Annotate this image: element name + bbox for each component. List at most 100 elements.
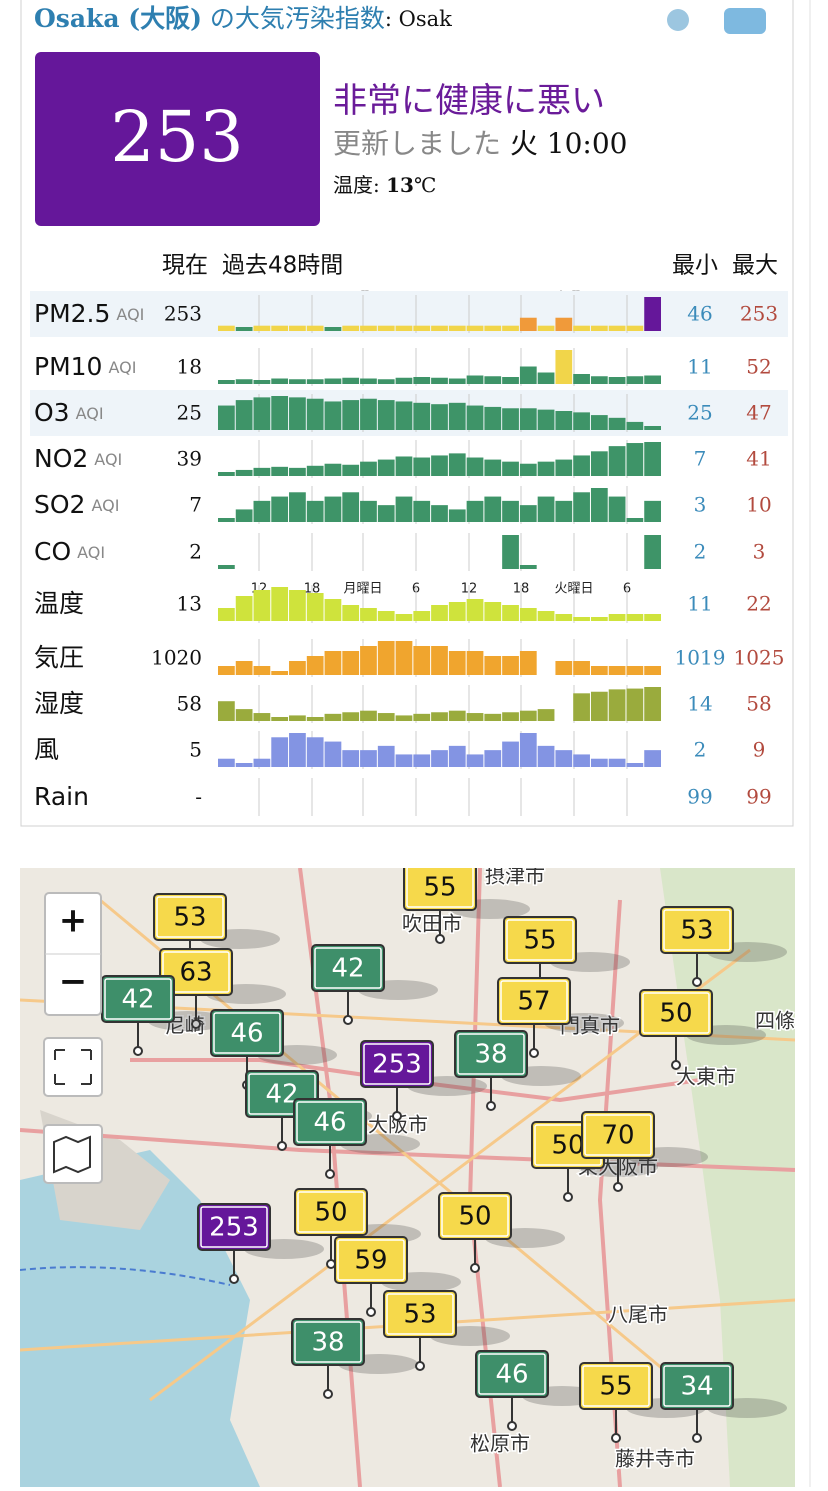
history-bar xyxy=(360,461,377,476)
station-marker[interactable]: 34 xyxy=(660,1362,787,1443)
history-bar xyxy=(324,463,342,476)
marker-dot xyxy=(133,1046,143,1056)
current-value: 5 xyxy=(189,738,202,762)
zoom-out[interactable]: − xyxy=(59,962,88,1002)
history-bar xyxy=(289,325,306,331)
history-bar xyxy=(235,509,253,522)
station-marker[interactable]: 38 xyxy=(454,1030,581,1111)
history-bar xyxy=(590,488,608,522)
history-bar xyxy=(235,400,253,430)
history-bar xyxy=(608,325,626,331)
marker-dot xyxy=(229,1274,239,1284)
history-bar xyxy=(573,455,590,476)
station-marker[interactable]: 253 xyxy=(197,1203,324,1284)
zoom-in[interactable]: + xyxy=(59,901,88,941)
station-marker[interactable]: 57 xyxy=(497,977,624,1058)
history-bar xyxy=(289,733,306,767)
marker-value: 63 xyxy=(179,958,212,988)
station-marker[interactable]: 253 xyxy=(360,1040,487,1121)
history-bar xyxy=(590,758,608,767)
station-marker[interactable]: 53 xyxy=(383,1290,510,1371)
marker-dot xyxy=(415,1361,425,1371)
marker-value: 46 xyxy=(495,1360,528,1390)
current-value: 13 xyxy=(177,592,202,616)
marker-dot xyxy=(343,1015,353,1025)
history-bar xyxy=(271,717,289,721)
marker-value: 55 xyxy=(423,873,456,903)
fullscreen-button[interactable] xyxy=(43,1037,103,1097)
history-bar xyxy=(448,710,466,721)
share-icon[interactable] xyxy=(667,9,689,31)
station-marker[interactable]: 53 xyxy=(660,906,787,987)
marker-dot xyxy=(611,1433,621,1443)
station-marker[interactable]: 50 xyxy=(639,989,766,1070)
history-bar xyxy=(608,446,626,476)
marker-value: 253 xyxy=(209,1213,259,1243)
marker-dot xyxy=(366,1307,376,1317)
history-bar xyxy=(466,713,484,721)
history-bar xyxy=(484,376,502,384)
history-bar xyxy=(271,671,289,675)
min-value: 25 xyxy=(687,401,712,425)
history-bar xyxy=(413,325,431,331)
history-bar xyxy=(573,492,590,522)
history-bar xyxy=(395,754,413,767)
station-marker[interactable]: 46 xyxy=(210,1009,337,1090)
history-bar xyxy=(235,327,253,331)
marker-inner xyxy=(200,1206,268,1248)
station-marker[interactable]: 59 xyxy=(334,1236,461,1317)
history-bar xyxy=(395,641,413,675)
station-marker[interactable]: 55 xyxy=(403,864,530,944)
history-bar xyxy=(644,500,661,522)
station-marker[interactable]: 55 xyxy=(579,1362,706,1443)
history-bar xyxy=(573,374,590,384)
history-bar xyxy=(502,408,519,430)
history-bar xyxy=(218,325,235,331)
row-name: NO2 AQI xyxy=(34,444,122,473)
history-bar xyxy=(537,372,555,384)
history-header: 過去48時間 xyxy=(222,253,343,279)
history-bar xyxy=(306,500,324,522)
station-marker[interactable]: 50 xyxy=(438,1192,565,1273)
station-marker[interactable]: 42 xyxy=(311,944,438,1025)
temperature: 温度: 13℃ xyxy=(333,173,436,197)
marker-value: 42 xyxy=(331,954,364,984)
current-value: 58 xyxy=(177,692,202,716)
compare-icon[interactable] xyxy=(724,8,766,34)
history-bar xyxy=(448,651,466,675)
station-marker[interactable]: 63 xyxy=(159,948,286,1029)
history-bar xyxy=(608,496,626,522)
row-name: 温度 xyxy=(34,589,84,618)
station-marker[interactable]: 70 xyxy=(581,1111,708,1192)
layers-button[interactable] xyxy=(43,1124,103,1184)
history-bar xyxy=(218,518,235,522)
history-bar xyxy=(448,453,466,476)
history-bar xyxy=(377,641,395,675)
station-marker[interactable]: 38 xyxy=(291,1318,418,1399)
station-marker[interactable]: 46 xyxy=(293,1098,420,1179)
history-bar xyxy=(502,325,519,331)
history-bar xyxy=(253,590,271,621)
marker-box xyxy=(293,1098,367,1146)
station-marker[interactable]: 55 xyxy=(503,916,630,997)
max-value: 3 xyxy=(753,540,766,564)
marker-inner xyxy=(441,1195,509,1237)
city[interactable]: Osaka (大阪) xyxy=(34,4,202,33)
station-marker[interactable]: 53 xyxy=(153,893,280,974)
pollutant: PM10 xyxy=(34,352,102,381)
marker-dot xyxy=(392,1111,402,1121)
history-bar xyxy=(537,745,555,767)
marker-inner xyxy=(104,978,172,1020)
min-value: 46 xyxy=(687,302,712,326)
station-marker[interactable]: 42 xyxy=(101,975,228,1056)
map[interactable]: 摂津市吹田市門真市四條大東市大阪市東大阪市八尾市松原市藤井寺市尼崎5553634… xyxy=(20,864,795,1488)
history-bar xyxy=(235,379,253,384)
current-value: 7 xyxy=(189,493,202,517)
history-bar xyxy=(253,500,271,522)
marker-box xyxy=(291,1318,365,1366)
marker-value: 50 xyxy=(551,1131,584,1161)
max-value: 253 xyxy=(740,302,778,326)
row-name: 気圧 xyxy=(34,643,84,672)
marker-dot xyxy=(563,1192,573,1202)
